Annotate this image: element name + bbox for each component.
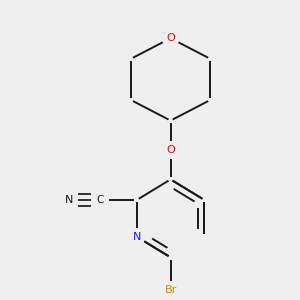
Text: O: O (166, 33, 175, 43)
Text: C: C (96, 195, 104, 205)
Text: N: N (133, 232, 141, 242)
Text: Br: Br (164, 285, 177, 295)
Text: N: N (65, 195, 73, 205)
Text: O: O (166, 145, 175, 155)
